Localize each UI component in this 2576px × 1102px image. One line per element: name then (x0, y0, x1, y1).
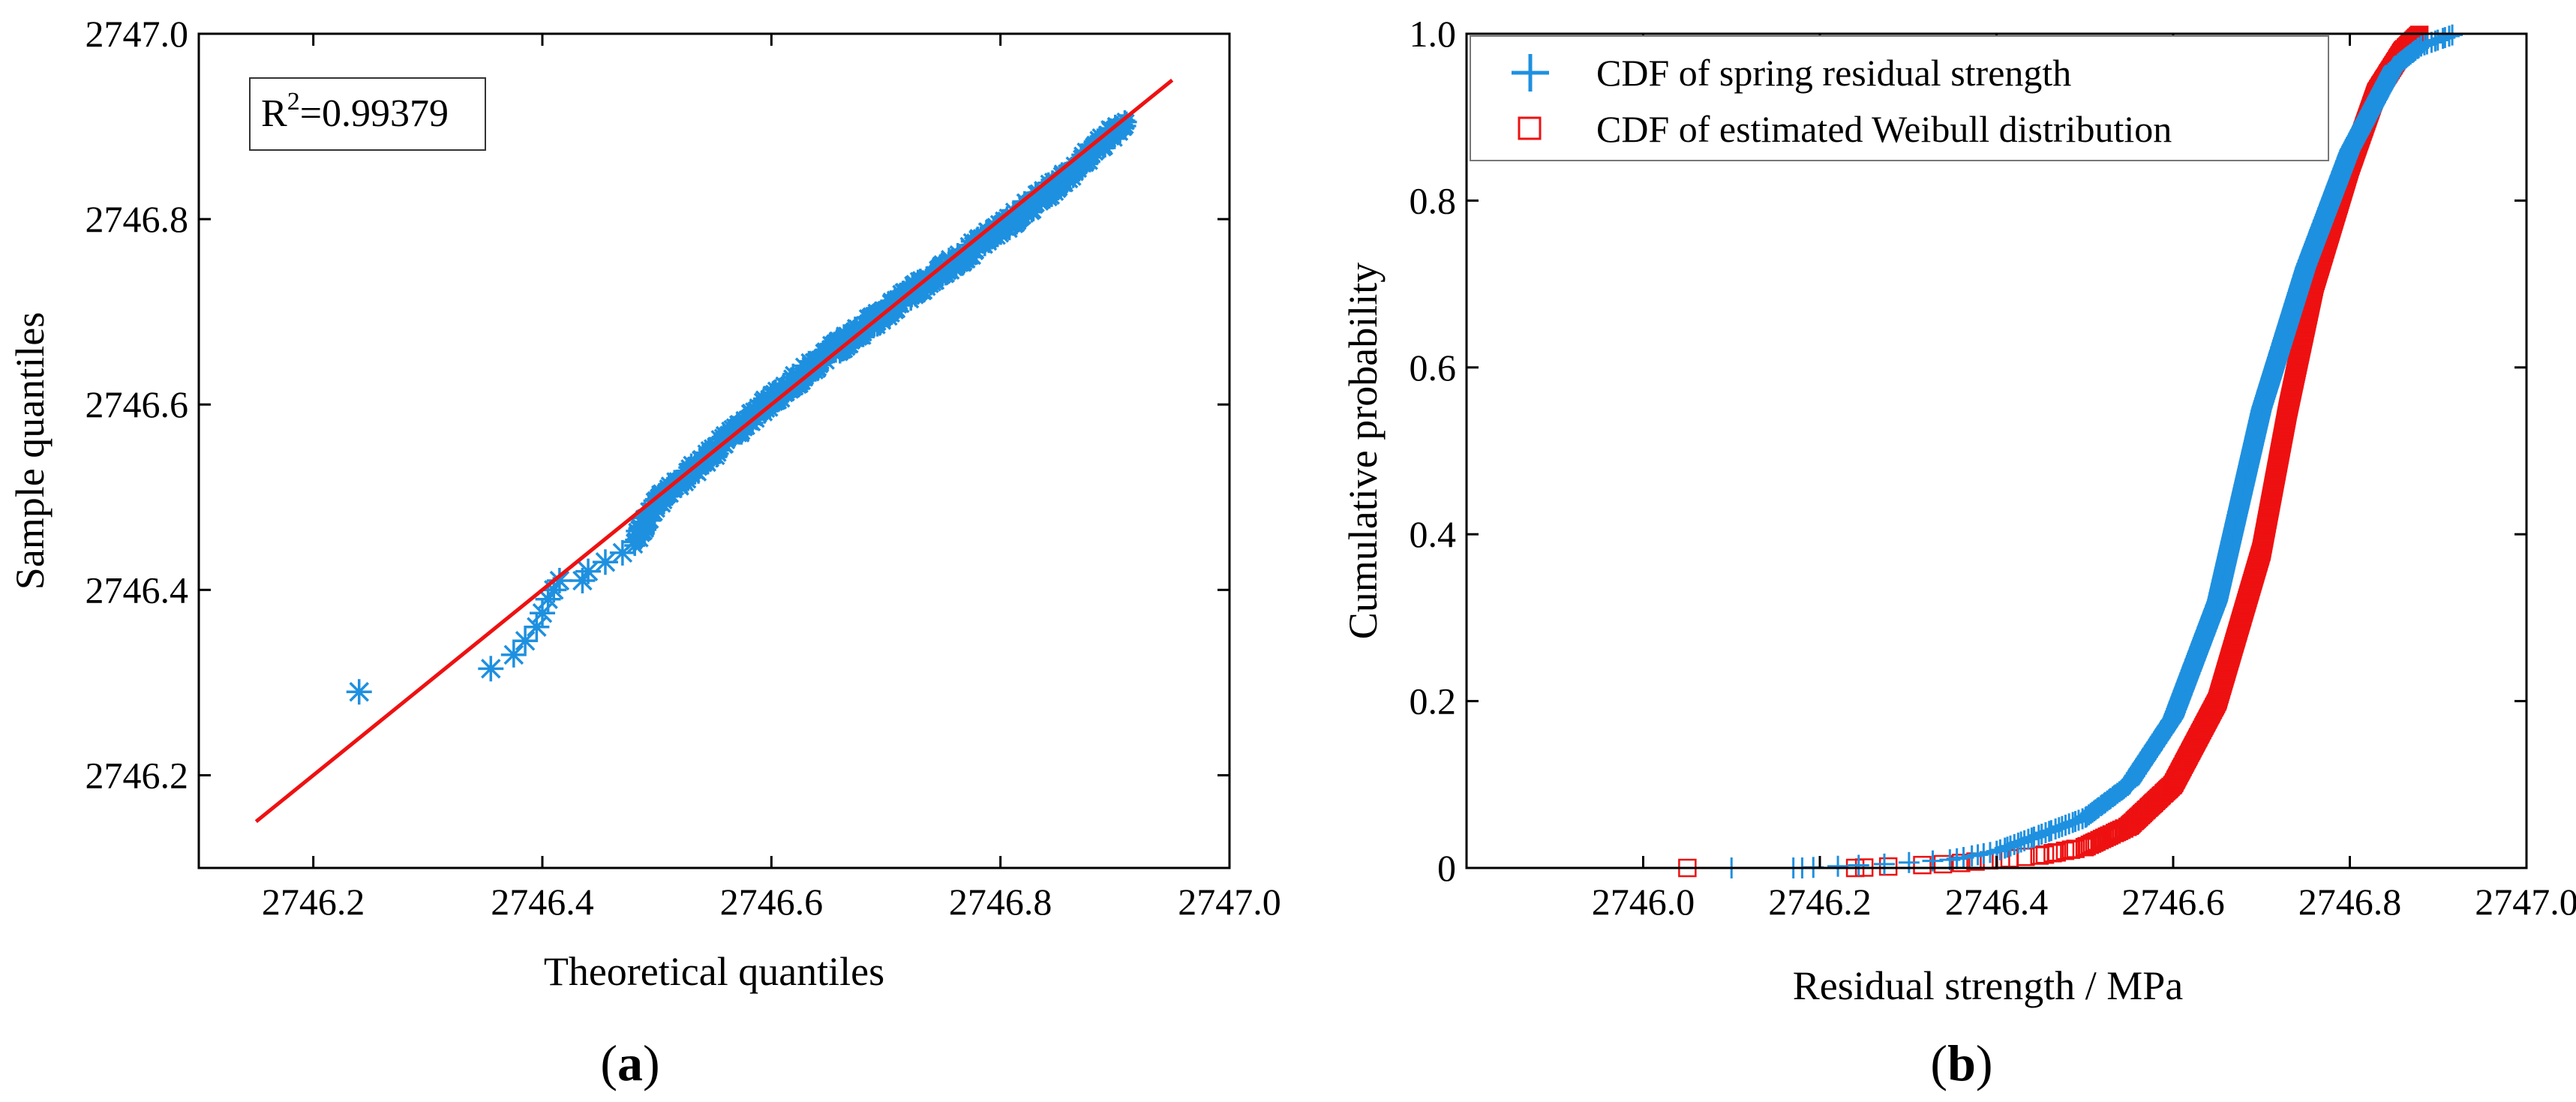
quantile-outlier-point (478, 656, 504, 682)
y-tick-label: 1.0 (1410, 13, 1457, 55)
spring-cdf-point (1873, 853, 1895, 875)
panel-a-axes-frame (197, 32, 1231, 869)
legend-box (1470, 35, 2329, 161)
y-tick-label: 0.8 (1410, 179, 1457, 221)
spring-cdf-point (1953, 847, 1974, 869)
panel-a-qq-plot: 2746.2 2746.4 2746.6 2746.8 2747.0 2746.2 2746… (8, 13, 1281, 1091)
legend-marker-plus (1512, 54, 1549, 92)
panel-a-x-axis-label: Theoretical quantiles (544, 949, 884, 994)
y-tick-label: 2746.4 (86, 569, 189, 611)
spring-cdf-point (2404, 40, 2426, 62)
r-squared-prefix: R (261, 92, 287, 135)
panel-a-y-axis-label: Sample quantiles (8, 312, 53, 590)
x-tick-label: 2746.0 (1592, 881, 1695, 923)
weibull-cdf-point (2016, 847, 2035, 866)
weibull-cdf-point (1952, 854, 1971, 872)
panel-a-caption: (a) (600, 1034, 659, 1091)
panel-b-caption-letter: b (1947, 1034, 1976, 1091)
y-tick-label: 0 (1437, 847, 1456, 889)
panel-b-y-axis-label: Cumulative probability (1341, 263, 1386, 639)
spring-cdf-point (2442, 24, 2463, 46)
spring-cdf-point (2416, 33, 2438, 55)
weibull-cdf-point (2055, 841, 2075, 860)
legend-marker-square (1518, 116, 1542, 140)
weibull-cdf-point (1913, 855, 1932, 875)
weibull-cdf-point (1933, 854, 1953, 874)
panel-b-x-axis-label: Residual strength / MPa (1793, 963, 2183, 1008)
panel-b-legend: CDF of spring residual strength CDF of e… (1470, 35, 2329, 161)
quantile-outlier-point (346, 679, 372, 705)
reference-fit-line (254, 78, 1174, 824)
spring-cdf-point (2017, 828, 2039, 850)
spring-cdf-point (1827, 855, 1849, 877)
x-tick-label: 2746.2 (262, 881, 365, 923)
x-tick-label: 2747.0 (2475, 881, 2576, 923)
r-squared-box (249, 77, 486, 151)
x-tick-label: 2746.8 (2298, 881, 2402, 923)
panel-a-dense-quantile-points (623, 110, 1137, 557)
r-squared-value: =0.99379 (300, 92, 449, 135)
quantile-outlier-point (546, 567, 572, 593)
x-tick-label: 2746.6 (2121, 881, 2225, 923)
y-tick-label: 2746.6 (86, 383, 189, 425)
spring-cdf-point (1898, 851, 1920, 873)
panel-a-plot-area (254, 78, 1174, 824)
x-tick-label: 2746.6 (720, 881, 824, 923)
panel-b-cdf-plot: 2746.0 2746.2 2746.4 2746.6 2746.8 2747.0 0 0.2… (1341, 13, 2576, 1091)
y-tick-label: 2746.2 (86, 754, 189, 796)
x-tick-label: 2746.8 (949, 881, 1052, 923)
x-tick-label: 2746.4 (1945, 881, 2049, 923)
y-tick-label: 0.2 (1410, 680, 1457, 722)
panel-b-ticks: 2746.0 2746.2 2746.4 2746.6 2746.8 2747.0 0 0.2… (1410, 13, 2576, 923)
y-tick-label: 0.4 (1410, 513, 1457, 555)
y-tick-label: 0.6 (1410, 347, 1457, 389)
x-tick-label: 2747.0 (1178, 881, 1281, 923)
panel-a-caption-letter: a (617, 1034, 643, 1091)
spring-cdf-series (1721, 24, 2463, 878)
r-squared-superscript: 2 (287, 88, 300, 116)
weibull-cdf-point (1878, 857, 1898, 876)
panel-a-ticks: 2746.2 2746.4 2746.6 2746.8 2747.0 2746.2 2746… (86, 13, 1281, 923)
quantile-outlier-point (609, 539, 635, 566)
r-squared-text: R2=0.99379 (261, 88, 449, 135)
panel-b-caption: (b) (1930, 1034, 1992, 1091)
legend-label-spring: CDF of spring residual strength (1596, 52, 2071, 94)
y-tick-label: 2747.0 (86, 13, 189, 55)
spring-cdf-point (1848, 854, 1869, 876)
x-tick-label: 2746.4 (491, 881, 594, 923)
quantile-outlier-point (500, 641, 527, 668)
x-tick-label: 2746.2 (1768, 881, 1872, 923)
quantile-outlier-point (592, 549, 618, 575)
spring-cdf-point (2408, 37, 2430, 59)
legend-label-weibull: CDF of estimated Weibull distribution (1596, 108, 2172, 150)
y-tick-label: 2746.8 (86, 198, 189, 240)
r-squared-annotation: R2=0.99379 (249, 77, 486, 151)
quantile-outlier-point (512, 628, 539, 654)
spring-cdf-point (2034, 822, 2056, 844)
